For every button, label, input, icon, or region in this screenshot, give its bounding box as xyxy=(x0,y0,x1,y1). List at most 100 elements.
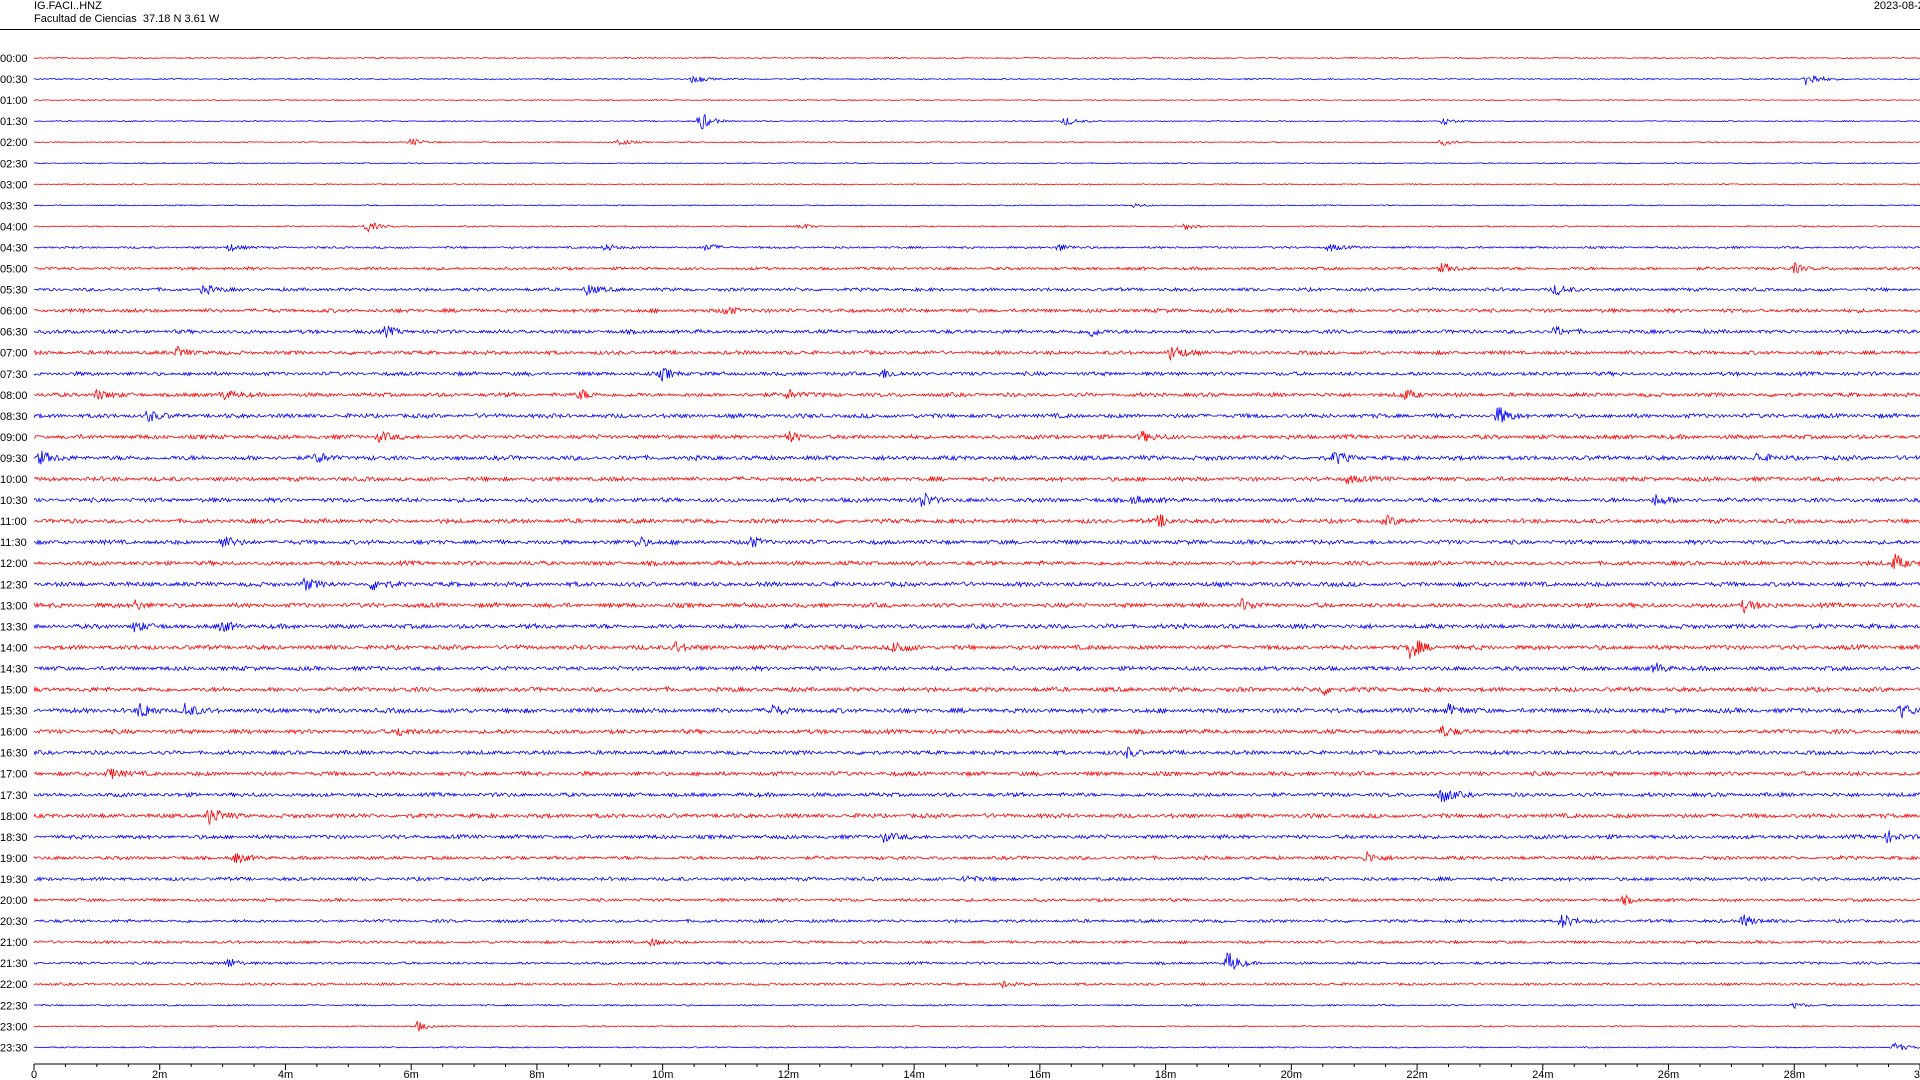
x-tick-label: 8m xyxy=(529,1069,544,1080)
trace-0300 xyxy=(33,183,1920,186)
trace-1000 xyxy=(33,474,1920,485)
row-label: 23:30 xyxy=(0,1042,28,1054)
row-label: 12:00 xyxy=(0,558,28,570)
row-label: 03:30 xyxy=(0,200,28,212)
row-label: 20:30 xyxy=(0,916,28,928)
row-label: 20:00 xyxy=(0,895,28,907)
trace-0400 xyxy=(33,222,1920,233)
x-tick-label: 30 xyxy=(1914,1069,1920,1080)
row-label: 14:30 xyxy=(0,664,28,676)
row-label: 08:00 xyxy=(0,390,28,402)
trace-0100 xyxy=(33,98,1920,102)
row-label: 04:30 xyxy=(0,243,28,255)
trace-0600 xyxy=(33,306,1920,315)
x-axis: 0 2m 4m 6m 8m 10m 12m 14m 16m 18m 20m 22m 24m 26m 28m 3… xyxy=(31,1063,1920,1080)
row-label: 07:30 xyxy=(0,369,28,381)
trace-0900 xyxy=(33,430,1920,443)
station-name: Facultad de Ciencias xyxy=(34,13,137,25)
trace-2200 xyxy=(33,981,1920,990)
trace-group xyxy=(33,56,1920,1051)
trace-1200 xyxy=(33,553,1920,569)
row-label: 10:30 xyxy=(0,495,28,507)
trace-2330 xyxy=(33,1042,1920,1051)
trace-0230 xyxy=(33,162,1920,165)
row-label: 17:30 xyxy=(0,790,28,802)
row-label: 02:30 xyxy=(0,158,28,170)
trace-0000 xyxy=(33,56,1920,60)
trace-0200 xyxy=(33,138,1920,146)
row-label: 01:30 xyxy=(0,116,28,128)
trace-2000 xyxy=(33,894,1920,906)
station-description: Facultad de Ciencias 37.18 N 3.61 W xyxy=(34,13,219,26)
row-label: 08:30 xyxy=(0,411,28,423)
row-label: 19:30 xyxy=(0,874,28,886)
x-tick-label: 16m xyxy=(1029,1069,1050,1080)
row-label: 21:30 xyxy=(0,958,28,970)
trace-1730 xyxy=(33,789,1920,803)
trace-1030 xyxy=(33,492,1920,507)
row-label: 18:00 xyxy=(0,811,28,823)
row-label-group: 00:00 00:30 01:00 01:30 02:00 02:30 03:00 03:30… xyxy=(0,53,28,1054)
x-tick-label: 24m xyxy=(1532,1069,1553,1080)
trace-1700 xyxy=(33,768,1920,780)
row-label: 22:00 xyxy=(0,979,28,991)
trace-2130 xyxy=(33,951,1920,970)
trace-1230 xyxy=(33,576,1920,591)
trace-0130 xyxy=(34,113,1920,130)
x-tick-label: 2m xyxy=(152,1069,167,1080)
header-divider xyxy=(0,29,1920,30)
row-label: 16:00 xyxy=(0,727,28,739)
row-label: 02:00 xyxy=(0,137,28,149)
trace-0800 xyxy=(33,388,1920,401)
row-label: 16:30 xyxy=(0,748,28,760)
x-tick-label: 4m xyxy=(278,1069,293,1080)
row-label: 06:00 xyxy=(0,306,28,318)
row-label: 19:00 xyxy=(0,853,28,865)
trace-1100 xyxy=(33,514,1920,528)
trace-1630 xyxy=(33,746,1920,759)
trace-1900 xyxy=(33,850,1920,864)
row-label: 04:00 xyxy=(0,221,28,233)
trace-2230 xyxy=(33,1002,1920,1009)
trace-2100 xyxy=(33,938,1920,947)
trace-0330 xyxy=(33,202,1920,208)
trace-1130 xyxy=(33,536,1920,548)
row-label: 10:00 xyxy=(0,474,28,486)
row-label: 05:00 xyxy=(0,264,28,276)
row-label: 23:00 xyxy=(0,1021,28,1033)
row-label: 03:00 xyxy=(0,179,28,191)
row-label: 09:00 xyxy=(0,432,28,444)
row-label: 09:30 xyxy=(0,453,28,465)
trace-1930 xyxy=(33,875,1920,883)
trace-1400 xyxy=(33,640,1920,659)
trace-1830 xyxy=(33,830,1920,844)
trace-0530 xyxy=(33,284,1920,297)
row-label: 18:30 xyxy=(0,832,28,844)
trace-1300 xyxy=(33,597,1920,615)
row-label: 00:00 xyxy=(0,53,28,65)
trace-1500 xyxy=(33,685,1920,697)
row-label: 15:30 xyxy=(0,706,28,718)
x-tick-label: 26m xyxy=(1658,1069,1679,1080)
x-tick-label: 28m xyxy=(1784,1069,1805,1080)
row-label: 11:30 xyxy=(0,537,27,549)
x-tick-label: 22m xyxy=(1406,1069,1427,1080)
trace-0700 xyxy=(33,345,1920,362)
trace-1530 xyxy=(33,702,1920,719)
trace-0730 xyxy=(33,367,1920,383)
trace-2030 xyxy=(33,914,1920,928)
x-tick-label: 10m xyxy=(652,1069,673,1080)
row-label: 14:00 xyxy=(0,642,28,654)
row-label: 11:00 xyxy=(0,516,27,528)
row-label: 21:00 xyxy=(0,937,28,949)
trace-2300 xyxy=(33,1021,1920,1033)
trace-1800 xyxy=(33,809,1920,825)
trace-0830 xyxy=(33,407,1920,423)
trace-0030 xyxy=(33,75,1920,86)
x-tick-label: 18m xyxy=(1155,1069,1176,1080)
x-tick-label: 12m xyxy=(778,1069,799,1080)
station-coordinates: 37.18 N 3.61 W xyxy=(142,13,220,25)
row-label: 17:00 xyxy=(0,769,28,781)
row-label: 12:30 xyxy=(0,579,28,591)
